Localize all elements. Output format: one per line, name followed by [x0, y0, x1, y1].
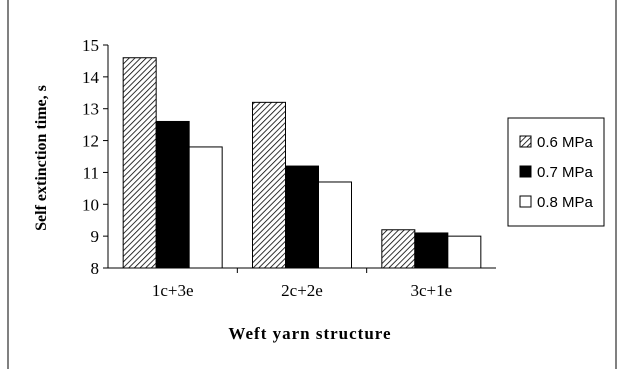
x-axis-label: Weft yarn structure: [228, 324, 391, 343]
x-tick-label: 2c+2e: [281, 281, 323, 300]
bar: [122, 57, 157, 269]
y-tick-label: 11: [83, 163, 99, 182]
legend-label: 0.6 MPa: [537, 134, 594, 151]
bar: [447, 235, 482, 269]
legend: 0.6 MPa 0.7 MPa 0.8 MPa: [507, 117, 605, 227]
y-tick-label: 9: [91, 227, 100, 246]
bar: [285, 165, 319, 269]
plot-area: 8 9 10 11 12 13 14 15 1c+3e 2c+2e 3c+1e: [82, 36, 496, 300]
bar: [188, 146, 223, 269]
y-tick-label: 12: [82, 132, 99, 151]
y-tick-label: 15: [82, 36, 99, 55]
bar: [252, 101, 286, 269]
x-tick-label: 3c+1e: [410, 281, 452, 300]
legend-swatch: [519, 135, 532, 148]
bar: [318, 181, 352, 269]
y-tick-label: 14: [82, 68, 100, 87]
x-tick-label: 1c+3e: [152, 281, 194, 300]
y-tick-label: 10: [82, 195, 99, 214]
bar: [381, 229, 416, 269]
legend-label: 0.7 MPa: [537, 164, 594, 181]
bar: [414, 232, 449, 269]
legend-swatch: [519, 195, 532, 208]
legend-swatch: [519, 165, 532, 178]
y-tick-label: 13: [82, 100, 99, 119]
y-axis-label: Self extinction time, s: [33, 85, 50, 231]
bar: [155, 120, 190, 269]
y-tick-label: 8: [91, 259, 100, 278]
legend-label: 0.8 MPa: [537, 194, 594, 211]
